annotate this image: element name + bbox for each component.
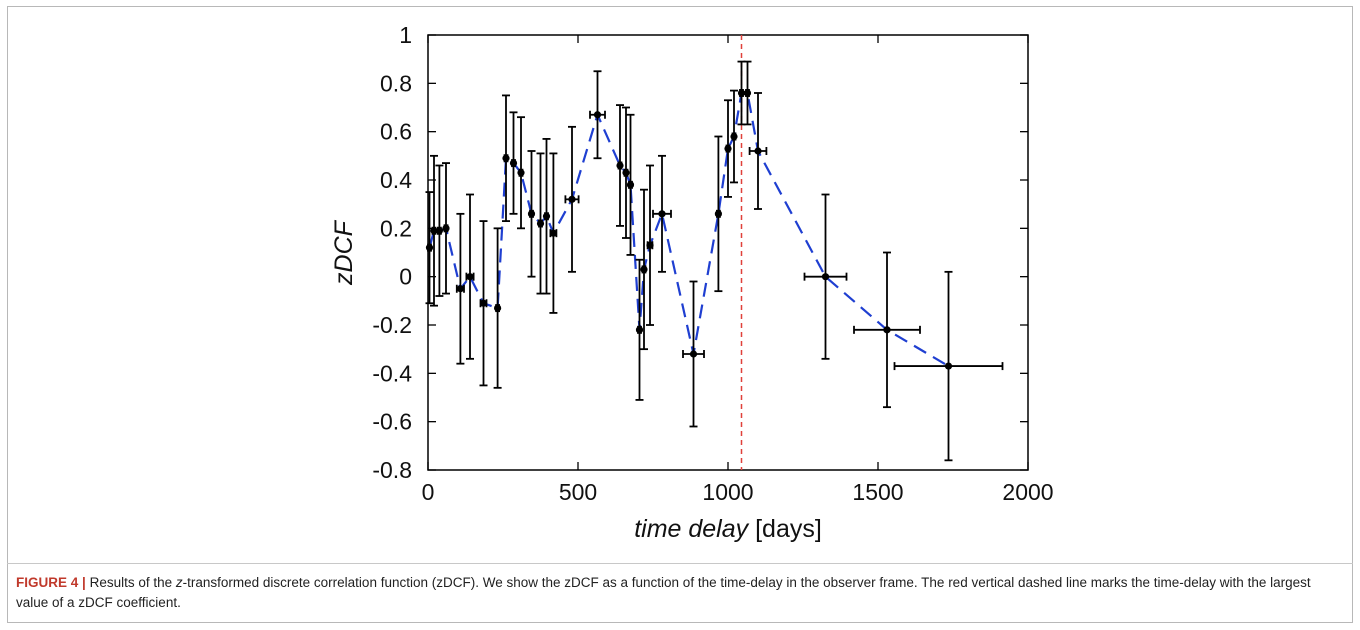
y-tick-label: 0.4 <box>380 167 412 193</box>
y-tick-label: 0.6 <box>380 119 412 145</box>
data-point <box>646 241 654 249</box>
data-point <box>494 304 502 312</box>
data-point <box>435 227 443 235</box>
data-point <box>724 144 732 153</box>
data-point <box>635 326 644 334</box>
data-point <box>479 299 488 307</box>
x-tick-label: 1000 <box>702 479 753 505</box>
y-tick-label: -0.6 <box>372 409 412 435</box>
data-point <box>640 265 648 274</box>
y-tick-label: -0.2 <box>372 312 412 338</box>
figure-frame <box>7 6 1353 623</box>
data-point <box>730 132 738 141</box>
y-tick-label: -0.8 <box>372 457 412 483</box>
data-point <box>616 161 624 170</box>
y-tick-label: 0 <box>399 264 412 290</box>
data-point <box>754 147 762 155</box>
data-point <box>821 273 830 281</box>
data-point <box>425 244 434 252</box>
data-point <box>527 210 536 218</box>
y-tick-label: -0.4 <box>372 360 412 386</box>
data-point <box>658 210 666 218</box>
x-tick-label: 0 <box>422 479 435 505</box>
error-bars <box>425 60 1004 462</box>
data-point <box>456 285 464 293</box>
data-point <box>743 89 752 97</box>
zdcf-chart: 0 500 1000 1500 2000 -0.8 -0.6 -0.4 -0.2 0 0.2 0.4 0… <box>330 22 1054 543</box>
caption-italic-z: z <box>175 575 183 590</box>
caption-separator <box>7 563 1353 564</box>
data-point <box>502 154 510 162</box>
data-point <box>442 224 450 232</box>
data-point <box>466 273 474 281</box>
data-point <box>883 326 891 334</box>
data-point <box>430 227 438 235</box>
figure-caption: FIGURE 4 | Results of the z-transformed … <box>16 573 1336 613</box>
data-point <box>542 212 551 220</box>
axis-ticks: 0 500 1000 1500 2000 -0.8 -0.6 -0.4 -0.2 0 0.2 0.4 0… <box>372 22 1053 505</box>
data-points <box>425 89 953 370</box>
x-axis-title-unit: [days] <box>755 515 822 543</box>
figure-label: FIGURE 4 <box>16 575 79 590</box>
data-point <box>536 219 545 228</box>
data-point <box>944 362 953 370</box>
data-point <box>517 169 525 177</box>
caption-text-start: Results of the <box>89 575 176 590</box>
y-tick-label: 0.2 <box>380 215 412 241</box>
caption-separator-bar: | <box>82 575 86 590</box>
y-axis-title: zDCF <box>330 219 358 286</box>
x-axis-title-italic: time delay <box>634 515 749 543</box>
x-axis-title: time delay [days] <box>634 515 822 543</box>
data-point <box>737 89 746 97</box>
data-point <box>622 169 630 177</box>
x-tick-label: 1500 <box>852 479 903 505</box>
fit-line-group <box>428 91 950 368</box>
y-tick-label: 1 <box>399 22 412 48</box>
data-point <box>549 229 558 237</box>
data-point <box>626 181 635 189</box>
y-tick-label: 0.8 <box>380 70 412 96</box>
fit-line <box>428 91 950 368</box>
data-point <box>509 159 518 167</box>
x-tick-label: 2000 <box>1002 479 1053 505</box>
caption-text-rest: -transformed discrete correlation functi… <box>16 575 1311 610</box>
x-tick-label: 500 <box>559 479 597 505</box>
data-point <box>689 350 698 358</box>
data-point <box>593 111 602 119</box>
data-point <box>568 195 576 203</box>
data-point <box>714 210 723 218</box>
